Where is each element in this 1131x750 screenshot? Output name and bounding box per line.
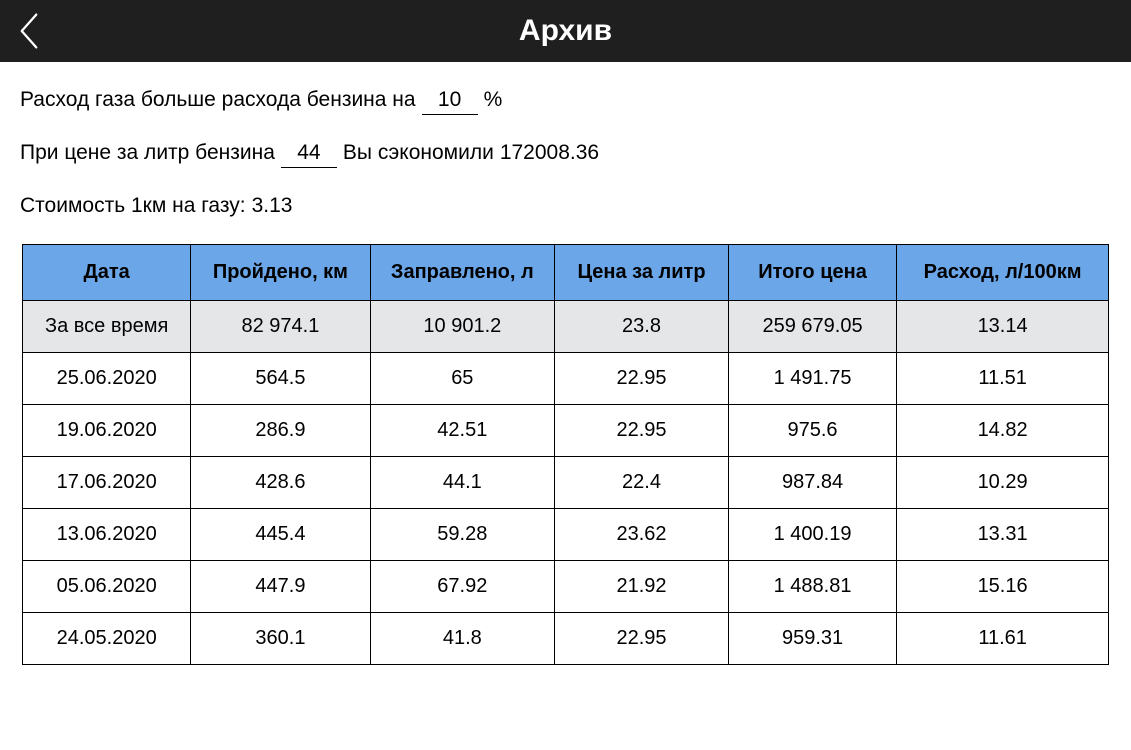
cell: 65: [370, 353, 555, 405]
cell: 428.6: [191, 457, 370, 509]
gas-exceed-line: Расход газа больше расхода бензина на %: [20, 88, 1111, 115]
cell: 22.95: [555, 353, 729, 405]
gas-exceed-input[interactable]: [422, 88, 478, 115]
chevron-left-icon: [18, 11, 40, 51]
savings-label: Вы сэкономили: [343, 141, 494, 165]
cell: 13.14: [897, 301, 1109, 353]
cell: 23.8: [555, 301, 729, 353]
col-fueled: Заправлено, л: [370, 245, 555, 301]
col-total: Итого цена: [728, 245, 896, 301]
cell: 19.06.2020: [23, 405, 191, 457]
cell: 259 679.05: [728, 301, 896, 353]
cell: 564.5: [191, 353, 370, 405]
cell: 360.1: [191, 613, 370, 665]
content-area: Расход газа больше расхода бензина на % …: [0, 62, 1131, 665]
cell: 13.06.2020: [23, 509, 191, 561]
cell: 17.06.2020: [23, 457, 191, 509]
cell: 21.92: [555, 561, 729, 613]
cell: 22.95: [555, 405, 729, 457]
cell: 445.4: [191, 509, 370, 561]
cost-per-km-value: 3.13: [252, 194, 293, 218]
cell: 1 491.75: [728, 353, 896, 405]
cell: 975.6: [728, 405, 896, 457]
cell: 05.06.2020: [23, 561, 191, 613]
cell: 22.4: [555, 457, 729, 509]
cell: 959.31: [728, 613, 896, 665]
table-row[interactable]: 13.06.2020445.459.2823.621 400.1913.31: [23, 509, 1109, 561]
table-container: Дата Пройдено, км Заправлено, л Цена за …: [20, 244, 1111, 665]
cost-per-km-label: Стоимость 1км на газу:: [20, 194, 246, 218]
savings-value: 172008.36: [500, 141, 599, 165]
col-price: Цена за литр: [555, 245, 729, 301]
table-row[interactable]: 17.06.2020428.644.122.4987.8410.29: [23, 457, 1109, 509]
cell: 23.62: [555, 509, 729, 561]
cell: 59.28: [370, 509, 555, 561]
table-header-row: Дата Пройдено, км Заправлено, л Цена за …: [23, 245, 1109, 301]
cell: 13.31: [897, 509, 1109, 561]
cell: 22.95: [555, 613, 729, 665]
table-row[interactable]: 05.06.2020447.967.9221.921 488.8115.16: [23, 561, 1109, 613]
price-prefix-label: При цене за литр бензина: [20, 141, 275, 165]
percent-label: %: [484, 88, 503, 112]
petrol-price-input[interactable]: [281, 141, 337, 168]
cell: 1 400.19: [728, 509, 896, 561]
cell: 1 488.81: [728, 561, 896, 613]
col-date: Дата: [23, 245, 191, 301]
cell: 10 901.2: [370, 301, 555, 353]
cell: 25.06.2020: [23, 353, 191, 405]
cell: 14.82: [897, 405, 1109, 457]
price-line: При цене за литр бензина Вы сэкономили 1…: [20, 141, 1111, 168]
cell: 286.9: [191, 405, 370, 457]
cell: 41.8: [370, 613, 555, 665]
table-row[interactable]: 25.06.2020564.56522.951 491.7511.51: [23, 353, 1109, 405]
summary-row[interactable]: За все время82 974.110 901.223.8259 679.…: [23, 301, 1109, 353]
col-distance: Пройдено, км: [191, 245, 370, 301]
cell: 82 974.1: [191, 301, 370, 353]
gas-exceed-label: Расход газа больше расхода бензина на: [20, 88, 416, 112]
cell: 11.61: [897, 613, 1109, 665]
table-row[interactable]: 19.06.2020286.942.5122.95975.614.82: [23, 405, 1109, 457]
cell: 447.9: [191, 561, 370, 613]
table-row[interactable]: 24.05.2020360.141.822.95959.3111.61: [23, 613, 1109, 665]
cell: 42.51: [370, 405, 555, 457]
cost-per-km-line: Стоимость 1км на газу: 3.13: [20, 194, 1111, 218]
app-header: Архив: [0, 0, 1131, 62]
cell: 24.05.2020: [23, 613, 191, 665]
cell: 15.16: [897, 561, 1109, 613]
cell: 10.29: [897, 457, 1109, 509]
cell: 67.92: [370, 561, 555, 613]
cell: 44.1: [370, 457, 555, 509]
page-title: Архив: [0, 14, 1131, 48]
cell: 987.84: [728, 457, 896, 509]
fuel-log-table: Дата Пройдено, км Заправлено, л Цена за …: [22, 244, 1109, 665]
back-button[interactable]: [18, 11, 40, 51]
col-consumption: Расход, л/100км: [897, 245, 1109, 301]
cell: 11.51: [897, 353, 1109, 405]
cell: За все время: [23, 301, 191, 353]
